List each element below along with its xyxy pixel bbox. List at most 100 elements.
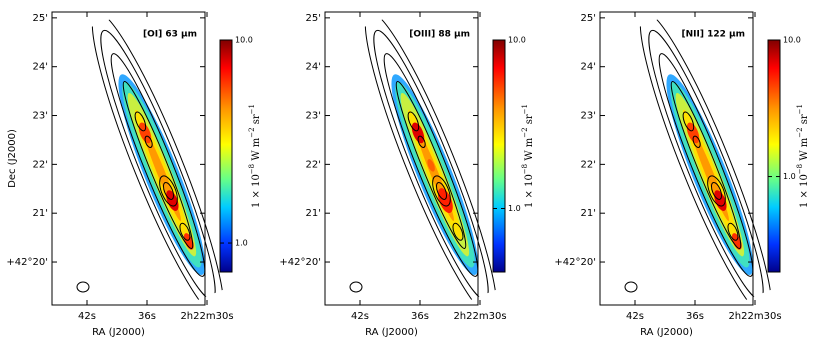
colorbar-label: 1 × 10−8 W m−2 sr−1 [521, 104, 535, 208]
y-tick-label: 22' [581, 159, 596, 170]
colorbar [219, 39, 233, 273]
contour [383, 53, 479, 277]
label-part: W m [524, 137, 535, 164]
contour [162, 181, 175, 200]
colorbar [492, 39, 506, 273]
x-tick-label: 36s [138, 311, 156, 322]
emission-peak [183, 233, 194, 250]
beam [349, 281, 363, 293]
axes-frame [324, 11, 479, 306]
superscript: −8 [796, 164, 804, 174]
contour [134, 111, 147, 132]
y-tick-label: 24' [33, 62, 48, 73]
contour [692, 135, 701, 148]
emission-peak [731, 233, 742, 250]
contour [407, 111, 420, 132]
contour [452, 222, 464, 241]
superscript: −1 [796, 104, 804, 114]
emission-map [118, 74, 206, 275]
y-tick-label: 25' [306, 13, 321, 24]
emission-peak [437, 188, 453, 214]
label-part: 1 × 10 [251, 174, 262, 208]
beam [76, 281, 90, 293]
y-tick-label: 24' [581, 62, 596, 73]
colorbar-tick-label: 10.0 [235, 36, 253, 45]
contour [435, 181, 448, 200]
colorbar-tick-label: 10.0 [508, 36, 526, 45]
colorbar-tick-label: 1.0 [508, 204, 521, 213]
x-tick-label: 2h22m30s [728, 311, 781, 322]
emission-map [391, 74, 479, 275]
contour [159, 175, 178, 207]
contour [432, 175, 451, 207]
superscript: −1 [521, 104, 529, 114]
y-tick-label: 21' [33, 208, 48, 219]
panel-title: [OI] 63 μm [143, 30, 197, 40]
contour [707, 175, 726, 207]
x-axis-label: RA (J2000) [365, 327, 418, 338]
label-part: 1 × 10 [799, 174, 810, 208]
beam [624, 281, 638, 293]
superscript: −8 [521, 164, 529, 174]
label-part: sr [799, 114, 810, 127]
emission-map [666, 74, 754, 275]
axes-frame [51, 11, 206, 306]
y-axis-label: Dec (J2000) [7, 129, 18, 188]
contour [110, 53, 206, 277]
y-tick-label: 23' [306, 111, 321, 122]
label-part: W m [251, 137, 262, 164]
y-tick-label: 25' [581, 13, 596, 24]
y-tick-label: 21' [306, 208, 321, 219]
label-part: 1 × 10 [524, 174, 535, 208]
y-tick-label: 25' [33, 13, 48, 24]
contour [122, 80, 194, 250]
superscript: −2 [248, 127, 256, 137]
y-tick-label: 23' [581, 111, 596, 122]
y-tick-label: +42°20' [6, 257, 48, 268]
contour [682, 111, 695, 132]
contour [658, 53, 754, 277]
emission-peak [686, 122, 700, 144]
colorbar-label: 1 × 10−8 W m−2 sr−1 [248, 104, 262, 208]
superscript: −1 [248, 104, 256, 114]
superscript: −8 [248, 164, 256, 174]
x-tick-label: 36s [411, 311, 429, 322]
label-part: W m [799, 137, 810, 164]
contour [179, 222, 191, 241]
x-tick-label: 42s [351, 311, 369, 322]
x-axis-label: RA (J2000) [92, 327, 145, 338]
x-tick-label: 2h22m30s [453, 311, 506, 322]
emission-peak [138, 122, 152, 144]
contour [710, 181, 723, 200]
superscript: −2 [521, 127, 529, 137]
colorbar-label: 1 × 10−8 W m−2 sr−1 [796, 104, 810, 208]
panel: 25' 24' 23' 22' 21' +42°20' 42s 36s 2h22m30s RA (… [6, 11, 262, 338]
emission-peak [411, 122, 425, 144]
panel: 25' 24' 23' 22' 21' +42°20' 42s 36s 2h22m30s RA (… [279, 11, 535, 338]
label-part: sr [251, 114, 262, 127]
colorbar [767, 39, 781, 273]
contour [670, 80, 742, 250]
emission-peak [427, 159, 435, 172]
y-tick-label: +42°20' [554, 257, 596, 268]
panel-title: [NII] 122 μm [681, 30, 745, 40]
colorbar-tick-label: 1.0 [235, 239, 248, 248]
y-tick-label: 23' [33, 111, 48, 122]
y-tick-label: 22' [33, 159, 48, 170]
contour [727, 222, 739, 241]
y-tick-label: +42°20' [279, 257, 321, 268]
x-tick-label: 36s [686, 311, 704, 322]
superscript: −2 [796, 127, 804, 137]
x-tick-label: 42s [626, 311, 644, 322]
label-part: sr [524, 114, 535, 127]
colorbar-tick-label: 10.0 [783, 36, 801, 45]
x-tick-label: 2h22m30s [180, 311, 233, 322]
colorbar-tick-label: 1.0 [783, 172, 796, 181]
panel-title: [OIII] 88 μm [409, 30, 470, 40]
y-tick-label: 22' [306, 159, 321, 170]
contour [144, 135, 153, 148]
x-tick-label: 42s [78, 311, 96, 322]
panel: 25' 24' 23' 22' 21' +42°20' 42s 36s 2h22m30s RA (… [554, 11, 810, 338]
x-axis-label: RA (J2000) [640, 327, 693, 338]
